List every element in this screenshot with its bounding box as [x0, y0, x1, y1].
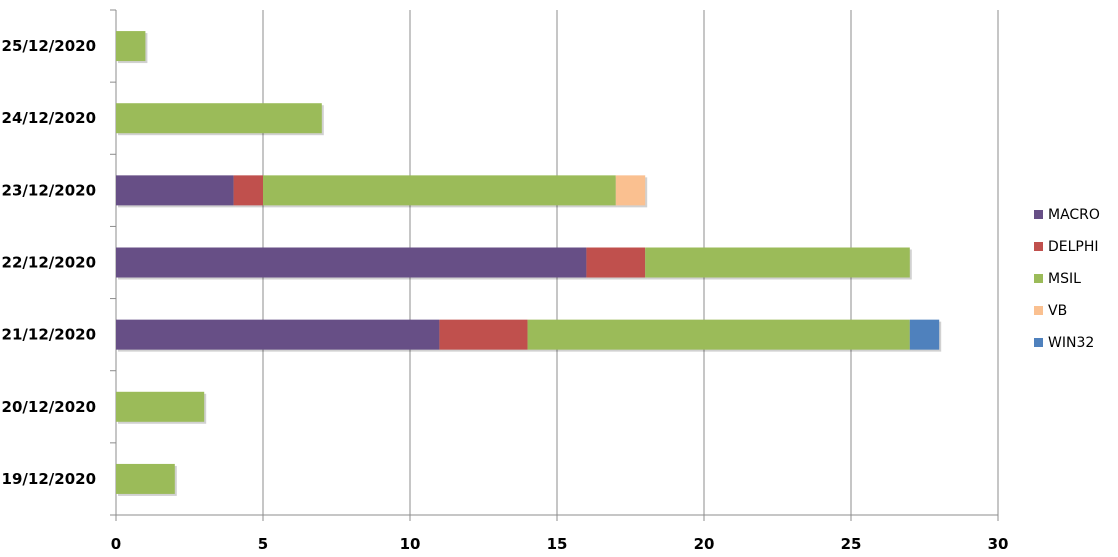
- bar-msil-21-12-2020: [527, 319, 910, 350]
- legend-swatch-win32: [1034, 338, 1043, 347]
- x-tick-label: 5: [258, 535, 268, 553]
- bar-msil-25-12-2020: [116, 31, 146, 62]
- bar-macro-23-12-2020: [116, 175, 234, 206]
- y-tick-label: 19/12/2020: [2, 470, 96, 488]
- bar-msil-23-12-2020: [263, 175, 616, 206]
- bar-macro-21-12-2020: [116, 319, 440, 350]
- bar-win32-21-12-2020: [909, 319, 940, 350]
- legend-swatch-vb: [1034, 306, 1043, 315]
- bar-msil-20-12-2020: [116, 391, 205, 422]
- bar-msil-22-12-2020: [645, 247, 910, 278]
- legend-swatch-msil: [1034, 274, 1043, 283]
- legend-swatch-delphi: [1034, 242, 1043, 251]
- bar-delphi-23-12-2020: [233, 175, 263, 206]
- legend-label-vb: VB: [1048, 303, 1067, 319]
- tick-labels: 0 5 10 15 20 25 30 19/12/2020 20/12/2020 21/12/20…: [2, 37, 1009, 553]
- x-tick-label: 30: [988, 535, 1009, 553]
- y-tick-label: 23/12/2020: [2, 181, 96, 199]
- y-tick-label: 20/12/2020: [2, 398, 96, 416]
- bars: [116, 31, 942, 496]
- bar-vb-23-12-2020: [615, 175, 646, 206]
- bar-msil-19-12-2020: [116, 463, 175, 494]
- legend-label-delphi: DELPHI: [1048, 239, 1099, 255]
- legend-swatch-macro: [1034, 210, 1043, 219]
- bar-delphi-21-12-2020: [439, 319, 528, 350]
- x-tick-label: 15: [547, 535, 568, 553]
- x-tick-label: 20: [694, 535, 715, 553]
- y-tick-label: 21/12/2020: [2, 326, 96, 344]
- legend: MACRO DELPHI MSIL VB WIN32: [1034, 207, 1100, 351]
- legend-label-macro: MACRO: [1048, 207, 1100, 223]
- x-tick-label: 0: [111, 535, 121, 553]
- legend-label-win32: WIN32: [1048, 335, 1094, 351]
- y-tick-label: 24/12/2020: [2, 109, 96, 127]
- y-tick-label: 22/12/2020: [2, 254, 96, 272]
- bar-msil-24-12-2020: [116, 103, 322, 134]
- y-tick-label: 25/12/2020: [2, 37, 96, 55]
- bar-macro-22-12-2020: [116, 247, 587, 278]
- legend-label-msil: MSIL: [1048, 271, 1081, 287]
- bar-delphi-22-12-2020: [586, 247, 646, 278]
- x-tick-label: 25: [841, 535, 862, 553]
- x-tick-label: 10: [400, 535, 421, 553]
